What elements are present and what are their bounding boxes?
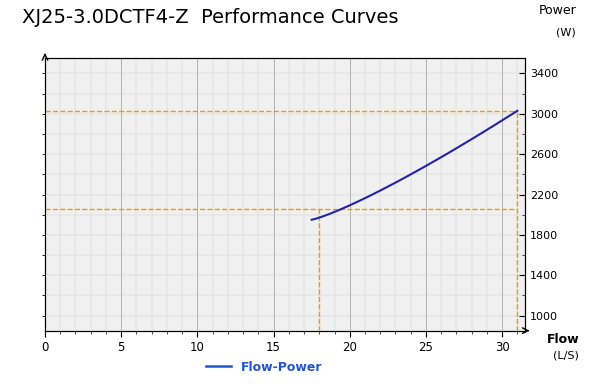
Text: XJ25-3.0DCTF4-Z  Performance Curves: XJ25-3.0DCTF4-Z Performance Curves — [22, 8, 398, 27]
Text: Flow: Flow — [547, 333, 579, 345]
Text: Power: Power — [538, 4, 576, 17]
Text: (L/S): (L/S) — [553, 350, 579, 360]
Legend: Flow-Power: Flow-Power — [201, 356, 327, 379]
Text: (W): (W) — [556, 27, 576, 37]
